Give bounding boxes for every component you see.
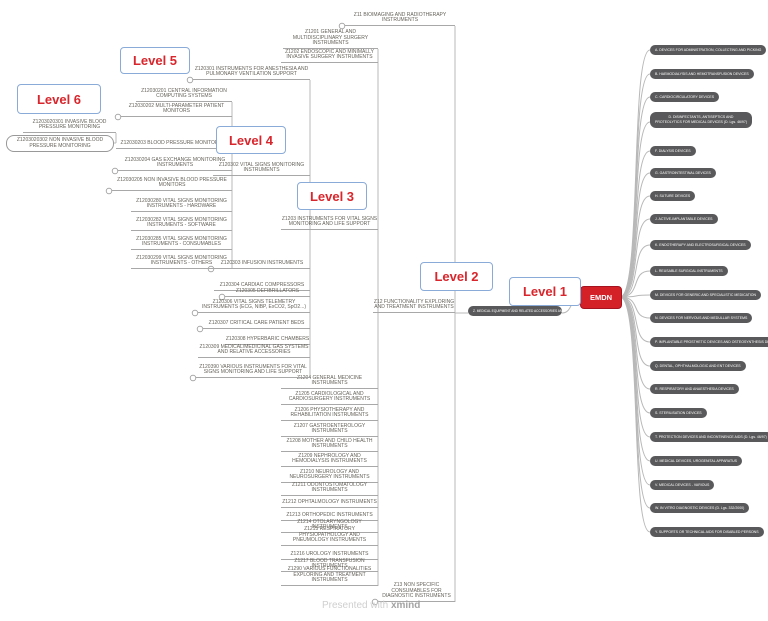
topic-z120308[interactable]: Z120308 HYPERBARIC CHAMBERS <box>225 333 310 345</box>
category-badge-z[interactable]: Z. MEDICAL EQUIPMENT AND RELATED ACCESSO… <box>468 306 562 316</box>
collapse-indicator[interactable] <box>105 187 113 195</box>
category-badge-l[interactable]: L. REUSABLE SURGICAL INSTRUMENTS <box>650 266 728 276</box>
category-badge-k[interactable]: K. ENDOTHERAPY AND ELECTROSURGICAL DEVIC… <box>650 240 751 250</box>
category-badge-t[interactable]: T. PROTECTION DEVICES AND INCONTINENCE A… <box>650 432 768 442</box>
topic-z1203[interactable]: Z1203 INSTRUMENTS FOR VITAL SIGNS MONITO… <box>281 214 378 230</box>
category-badge-y[interactable]: Y. SUPPORTS OR TECHNICAL AIDS FOR DISABL… <box>650 527 764 537</box>
category-badge-n[interactable]: N. DEVICES FOR NERVOUS AND MEDULLAR SYST… <box>650 313 753 323</box>
collapse-indicator[interactable] <box>191 309 199 317</box>
category-badge-g[interactable]: G. GASTROINTESTINAL DEVICES <box>650 168 716 178</box>
collapse-indicator[interactable] <box>371 598 379 606</box>
collapse-indicator[interactable] <box>186 76 194 84</box>
topic-z1214[interactable]: Z1214 OTOLARYNGOLOGY INSTRUMENTS <box>281 519 378 533</box>
collapse-indicator[interactable] <box>218 293 226 301</box>
topic-z12030280[interactable]: Z12030280 VITAL SIGNS MONITORING INSTRUM… <box>131 195 232 212</box>
category-badge-m[interactable]: M. DEVICES FOR GENERIC AND SPECIALISTIC … <box>650 290 762 300</box>
collapse-indicator[interactable] <box>189 374 197 382</box>
topic-z12030203[interactable]: Z12030203 BLOOD PRESSURE MONITORING <box>116 136 232 149</box>
topic-z1202[interactable]: Z1202 ENDOSCOPIC AND MINIMALLY INVASIVE … <box>281 49 378 63</box>
topic-z1208[interactable]: Z1208 MOTHER AND CHILD HEALTH INSTRUMENT… <box>281 438 378 452</box>
topic-z12030282[interactable]: Z12030282 VITAL SIGNS MONITORING INSTRUM… <box>131 214 232 231</box>
category-badge-h[interactable]: H. SUTURE DEVICES <box>650 191 696 201</box>
topic-z120303[interactable]: Z120303 INFUSION INSTRUMENTS <box>214 257 310 269</box>
category-badge-j[interactable]: J. ACTIVE-IMPLANTABLE DEVICES <box>650 214 718 224</box>
topic-z12030205[interactable]: Z12030205 NON INVASIVE BLOOD PRESSURE MO… <box>112 177 232 191</box>
topic-z1203020302[interactable]: Z1203020302 NON INVASIVE BLOOD PRESSURE … <box>6 135 114 152</box>
topic-z120305[interactable]: Z120305 DEFIBRILLATORS <box>225 285 310 297</box>
category-badge-b[interactable]: B. HAEMODIALYSIS AND HEMOTRANSFUSION DEV… <box>650 69 754 79</box>
topic-z12030285[interactable]: Z12030285 VITAL SIGNS MONITORING INSTRUM… <box>131 233 232 250</box>
watermark-text: Presented with <box>322 600 391 611</box>
level-label-1[interactable]: Level 1 <box>509 277 581 306</box>
collapse-indicator[interactable] <box>207 265 215 273</box>
topic-z120306[interactable]: Z120306 VITAL SIGNS TELEMETRY INSTRUMENT… <box>198 299 310 313</box>
collapse-indicator[interactable] <box>338 22 346 30</box>
topic-z1216[interactable]: Z1216 UROLOGY INSTRUMENTS <box>281 548 378 560</box>
topic-z1205[interactable]: Z1205 CARDIOLOGICAL AND CARDIOSURGERY IN… <box>281 391 378 405</box>
category-badge-p[interactable]: P. IMPLANTABLE PROSTHETIC DEVICES AND OS… <box>650 337 768 347</box>
topic-z120302[interactable]: Z120302 VITAL SIGNS MONITORING INSTRUMEN… <box>213 162 310 176</box>
collapse-indicator[interactable] <box>114 113 122 121</box>
topic-z1290[interactable]: Z1290 VARIOUS FUNCTIONALITIES EXPLORING … <box>281 566 378 586</box>
level-label-6[interactable]: Level 6 <box>17 84 101 114</box>
topic-z11[interactable]: Z11 BIOIMAGING AND RADIOTHERAPY INSTRUME… <box>345 11 455 26</box>
topic-z120307[interactable]: Z120307 CRITICAL CARE PATIENT BEDS <box>203 317 310 329</box>
topic-z12[interactable]: Z12 FUNCTIONALITY EXPLORING AND TREATMEN… <box>373 296 455 313</box>
watermark-brand: xmind <box>390 600 421 611</box>
root-node-emdn[interactable]: EMDN <box>580 286 622 309</box>
collapse-indicator[interactable] <box>196 325 204 333</box>
category-badge-d[interactable]: D. DISINFECTANTS, ANTISEPTICS AND PROTEO… <box>650 112 752 128</box>
topic-z1201[interactable]: Z1201 GENERAL AND MULTIDISCIPLINARY SURG… <box>283 29 378 49</box>
level-label-2[interactable]: Level 2 <box>420 262 493 291</box>
topic-z1212[interactable]: Z1212 OPHTALMOLOGY INSTRUMENTS <box>281 495 378 508</box>
topic-z12030201[interactable]: Z12030201 CENTRAL INFORMATION COMPUTING … <box>136 88 232 102</box>
topic-z1206[interactable]: Z1206 PHYSIOTHERAPY AND REHABILITATION I… <box>281 407 378 421</box>
topic-z1210[interactable]: Z1210 NEUROLOGY AND NEUROSURGERY INSTRUM… <box>281 469 378 483</box>
category-badge-q[interactable]: Q. DENTAL, OPHTHALMOLOGIC AND ENT DEVICE… <box>650 361 746 371</box>
category-badge-w[interactable]: W. IN VITRO DIAGNOSTIC DEVICES (D. Lgs. … <box>650 503 750 513</box>
topic-z120390[interactable]: Z120390 VARIOUS INSTRUMENTS FOR VITAL SI… <box>196 364 310 378</box>
category-badge-u[interactable]: U. MEDICAL DEVICES, UROGENITAL APPARATUS <box>650 456 743 466</box>
topic-z13[interactable]: Z13 NON SPECIFIC CONSUMABLES FOR DIAGNOS… <box>378 582 455 602</box>
category-badge-r[interactable]: R. RESPIRATORY AND ANAESTHESIA DEVICES <box>650 384 739 394</box>
category-badge-c[interactable]: C. CARDIOCIRCULATORY DEVICES <box>650 92 720 102</box>
topic-z1203020301[interactable]: Z1203020301 INVASIVE BLOOD PRESSURE MONI… <box>23 119 116 133</box>
level-label-3[interactable]: Level 3 <box>297 182 367 210</box>
category-badge-f[interactable]: F. DIALYSIS DEVICES <box>650 146 696 156</box>
topic-z1211[interactable]: Z1211 ODONTOSTOMATOLOGY INSTRUMENTS <box>281 482 378 496</box>
level-label-5[interactable]: Level 5 <box>120 47 190 74</box>
topic-z1209[interactable]: Z1209 NEPHROLOGY AND HEMODIALYSIS INSTRU… <box>281 453 378 467</box>
topic-z120301[interactable]: Z120301 INSTRUMENTS FOR ANESTHESIA AND P… <box>193 64 310 80</box>
topic-z12030204[interactable]: Z12030204 GAS EXCHANGE MONITORING INSTRU… <box>118 157 232 171</box>
topic-z1217[interactable]: Z1217 BLOOD TRANSFUSION INSTRUMENTS <box>281 558 378 572</box>
topic-z12030202[interactable]: Z12030202 MULTI-PARAMETER PATIENT MONITO… <box>121 103 232 117</box>
watermark: Presented with xmind <box>322 600 420 611</box>
topic-z1215[interactable]: Z1215 RESPIRATORY PHYSIOPATHOLOGY AND PN… <box>281 526 378 546</box>
category-badge-s[interactable]: S. STERILISATION DEVICES <box>650 408 707 418</box>
topic-z1204[interactable]: Z1204 GENERAL MEDICINE INSTRUMENTS <box>281 375 378 389</box>
topic-z1207[interactable]: Z1207 GASTROENTEROLOGY INSTRUMENTS <box>281 423 378 437</box>
topic-z120304[interactable]: Z120304 CARDIAC COMPRESSORS <box>214 279 310 291</box>
topic-z12030299[interactable]: Z12030299 VITAL SIGNS MONITORING INSTRUM… <box>131 252 232 269</box>
level-label-4[interactable]: Level 4 <box>216 126 286 154</box>
topic-z1213[interactable]: Z1213 ORTHOPEDIC INSTRUMENTS <box>281 508 378 521</box>
collapse-indicator[interactable] <box>111 167 119 175</box>
category-badge-v[interactable]: V. MEDICAL DEVICES - VARIOUS <box>650 480 715 490</box>
topic-z120309[interactable]: Z120309 MEDICAL/MEDICINAL GAS SYSTEMS AN… <box>198 344 310 358</box>
category-badge-a[interactable]: A. DEVICES FOR ADMINISTRATION, COLLECTIN… <box>650 45 767 55</box>
